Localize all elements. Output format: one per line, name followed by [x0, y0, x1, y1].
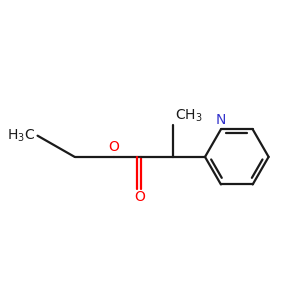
- Text: H$_3$C: H$_3$C: [7, 128, 35, 144]
- Text: CH$_3$: CH$_3$: [175, 108, 203, 124]
- Text: O: O: [108, 140, 119, 154]
- Text: N: N: [216, 113, 226, 127]
- Text: O: O: [134, 190, 145, 204]
